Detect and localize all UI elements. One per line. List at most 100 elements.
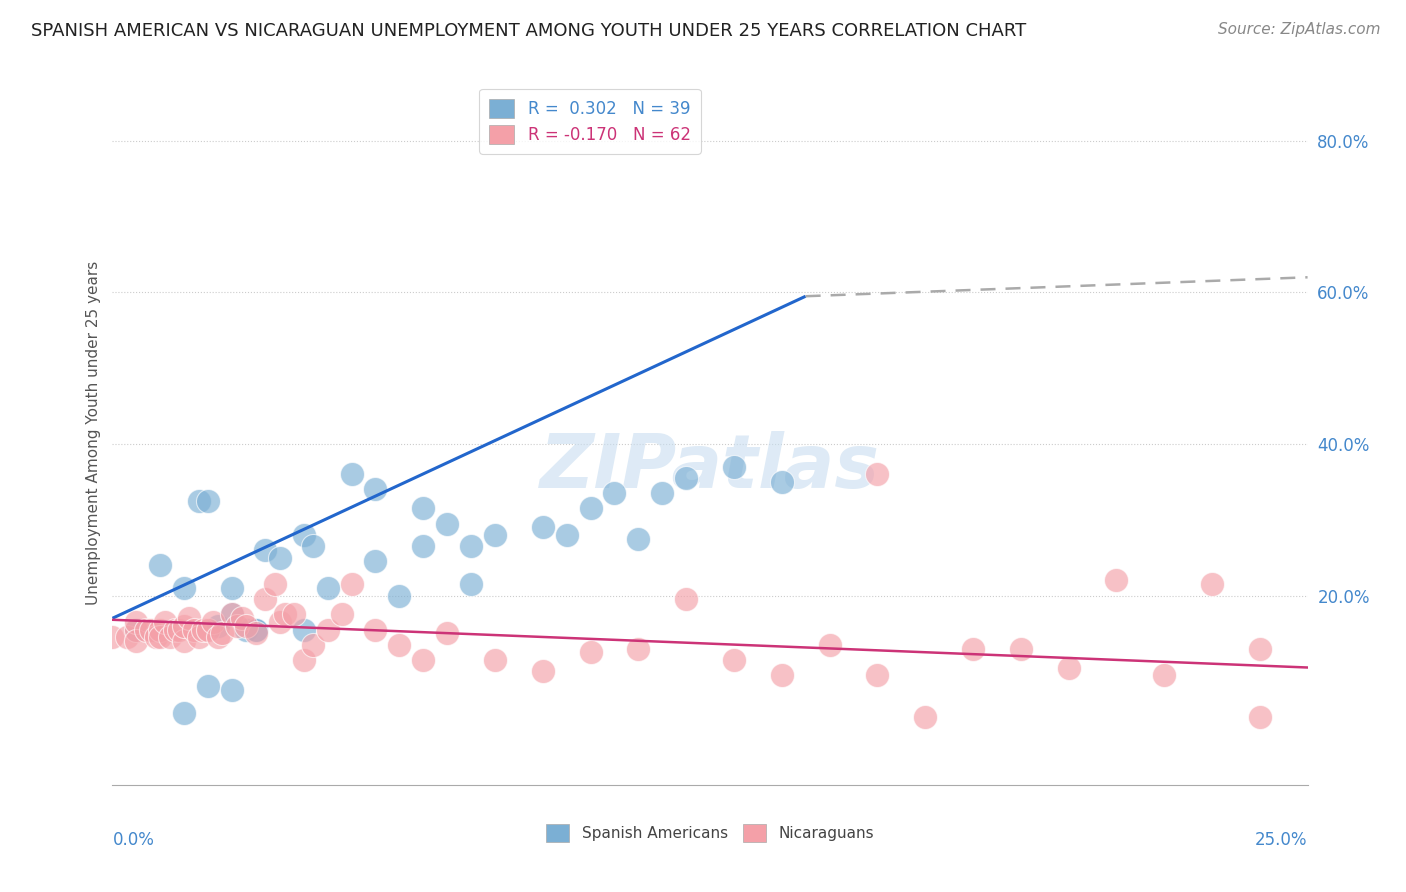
Point	[292, 623, 315, 637]
Point	[651, 486, 673, 500]
Text: 0.0%: 0.0%	[112, 830, 155, 849]
Point	[302, 638, 325, 652]
Point	[531, 520, 554, 534]
Point	[173, 706, 195, 720]
Point	[1249, 710, 1271, 724]
Point	[340, 577, 363, 591]
Point	[364, 554, 387, 568]
Point	[302, 539, 325, 553]
Point	[292, 528, 315, 542]
Point	[149, 623, 172, 637]
Point	[221, 683, 243, 698]
Point	[187, 493, 209, 508]
Point	[603, 486, 626, 500]
Point	[254, 543, 277, 558]
Point	[412, 501, 434, 516]
Point	[101, 630, 124, 644]
Point	[330, 607, 353, 622]
Point	[153, 615, 176, 629]
Point	[273, 607, 295, 622]
Point	[235, 623, 257, 637]
Point	[135, 623, 157, 637]
Point	[914, 710, 936, 724]
Point	[292, 653, 315, 667]
Point	[770, 475, 793, 489]
Point	[269, 550, 291, 565]
Point	[388, 638, 411, 652]
Point	[460, 539, 482, 553]
Point	[412, 653, 434, 667]
Point	[221, 607, 243, 622]
Point	[245, 623, 267, 637]
Point	[221, 607, 243, 622]
Point	[364, 623, 387, 637]
Point	[531, 665, 554, 679]
Point	[388, 589, 411, 603]
Point	[245, 623, 267, 637]
Point	[187, 630, 209, 644]
Point	[159, 630, 181, 644]
Point	[484, 528, 506, 542]
Point	[197, 623, 219, 637]
Point	[269, 615, 291, 629]
Point	[723, 653, 745, 667]
Point	[264, 577, 287, 591]
Point	[460, 577, 482, 591]
Point	[1010, 641, 1032, 656]
Point	[627, 641, 650, 656]
Point	[177, 611, 200, 625]
Point	[283, 607, 305, 622]
Point	[675, 471, 697, 485]
Point	[254, 592, 277, 607]
Y-axis label: Unemployment Among Youth under 25 years: Unemployment Among Youth under 25 years	[86, 260, 101, 605]
Point	[1153, 668, 1175, 682]
Point	[201, 615, 224, 629]
Point	[675, 592, 697, 607]
Point	[1105, 574, 1128, 588]
Point	[115, 630, 138, 644]
Point	[723, 459, 745, 474]
Text: ZIPatlas: ZIPatlas	[540, 432, 880, 504]
Text: 25.0%: 25.0%	[1256, 830, 1308, 849]
Point	[197, 493, 219, 508]
Point	[436, 516, 458, 531]
Point	[125, 615, 148, 629]
Point	[145, 630, 167, 644]
Point	[1249, 641, 1271, 656]
Point	[183, 623, 205, 637]
Point	[340, 467, 363, 482]
Point	[207, 630, 229, 644]
Point	[225, 619, 247, 633]
Point	[579, 501, 602, 516]
Point	[125, 623, 148, 637]
Point	[149, 630, 172, 644]
Point	[316, 581, 339, 595]
Legend: R =  0.302   N = 39, R = -0.170   N = 62: R = 0.302 N = 39, R = -0.170 N = 62	[479, 88, 700, 153]
Point	[149, 558, 172, 573]
Point	[866, 668, 889, 682]
Point	[627, 532, 650, 546]
Point	[1201, 577, 1223, 591]
Point	[364, 483, 387, 497]
Point	[1057, 660, 1080, 674]
Point	[316, 623, 339, 637]
Point	[173, 619, 195, 633]
Point	[231, 611, 253, 625]
Point	[193, 623, 215, 637]
Point	[436, 626, 458, 640]
Point	[169, 623, 191, 637]
Point	[235, 619, 257, 633]
Text: SPANISH AMERICAN VS NICARAGUAN UNEMPLOYMENT AMONG YOUTH UNDER 25 YEARS CORRELATI: SPANISH AMERICAN VS NICARAGUAN UNEMPLOYM…	[31, 22, 1026, 40]
Point	[197, 680, 219, 694]
Point	[125, 623, 148, 637]
Point	[221, 581, 243, 595]
Point	[173, 634, 195, 648]
Point	[866, 467, 889, 482]
Point	[139, 623, 162, 637]
Point	[125, 634, 148, 648]
Point	[245, 626, 267, 640]
Point	[770, 668, 793, 682]
Point	[962, 641, 984, 656]
Point	[555, 528, 578, 542]
Point	[412, 539, 434, 553]
